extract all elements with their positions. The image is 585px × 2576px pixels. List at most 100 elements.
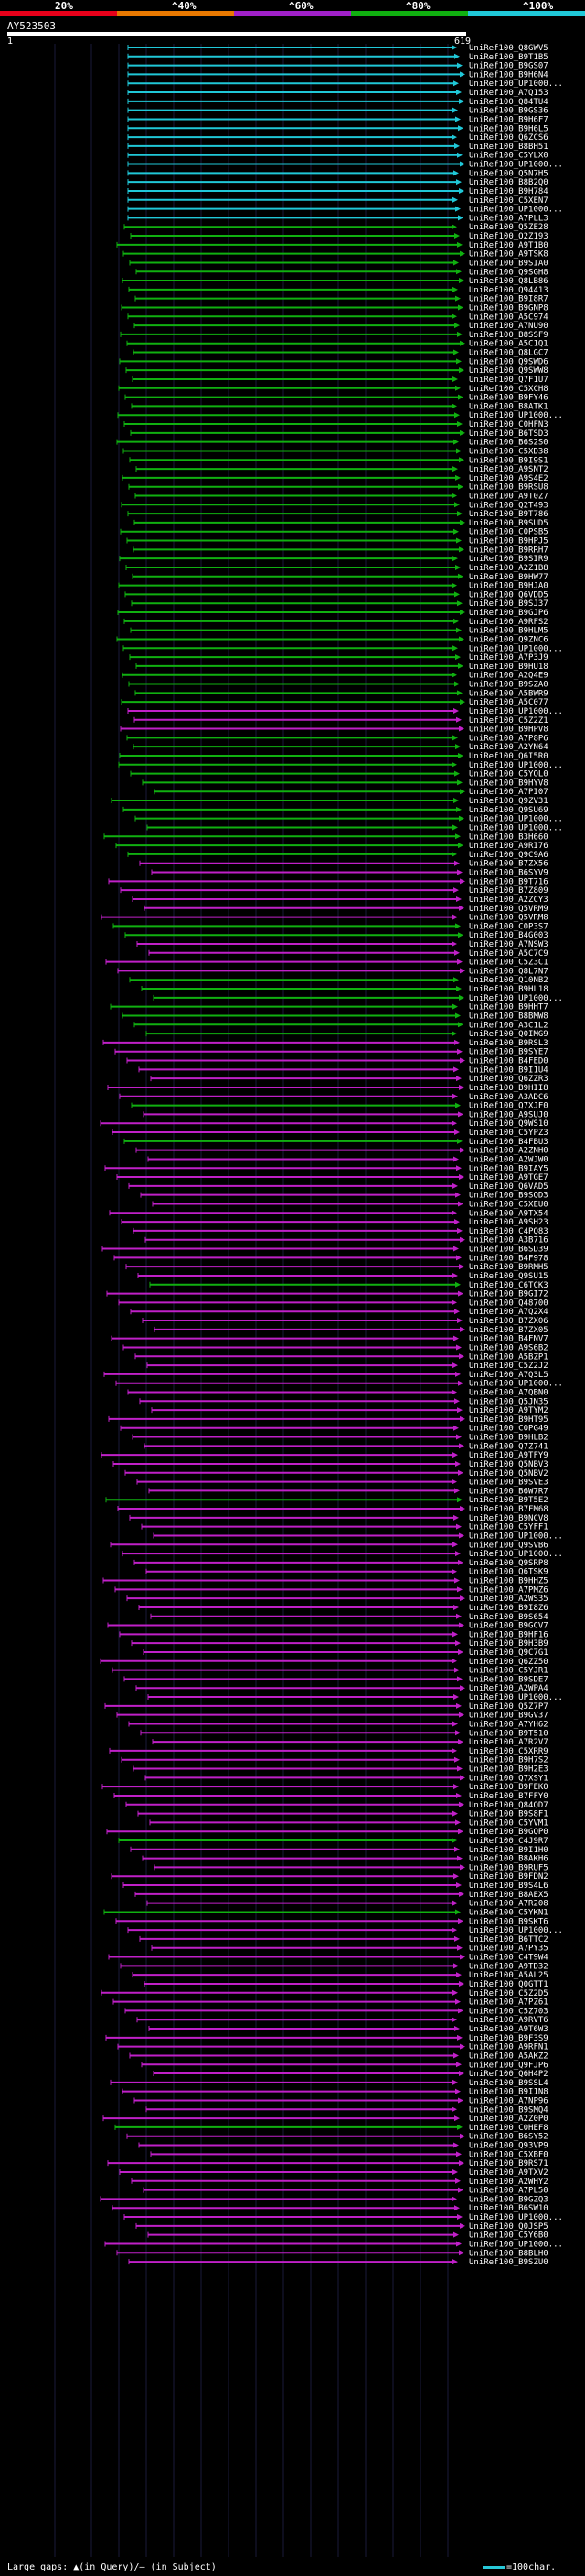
hit-arrow [452, 313, 457, 320]
hit-label: UniRef100_Q5Z7P7 [469, 1702, 548, 1712]
hit-label: UniRef100_B9H6L5 [469, 124, 548, 133]
legend-label: ^100% [523, 0, 554, 12]
hit-arrow [460, 1864, 465, 1871]
hit-label: UniRef100_B9SZU0 [469, 2258, 548, 2267]
hit-arrow [457, 1676, 463, 1682]
hit-arrow [452, 735, 458, 741]
hit-arrow [457, 1138, 463, 1144]
hit-arrow [457, 1586, 463, 1593]
hit-arrow [458, 1469, 463, 1476]
hit-arrow [452, 1568, 457, 1574]
scale-label: =100char. [506, 2562, 557, 2572]
hit-label: UniRef100_C4J9R7 [469, 1837, 548, 1846]
hit-label: UniRef100_A3C1L2 [469, 1021, 548, 1030]
hit-label: UniRef100_B4FED0 [469, 1057, 548, 1066]
hit-label: UniRef100_B8ATK1 [469, 402, 548, 411]
hit-arrow [452, 403, 457, 409]
hit-label: UniRef100_B9RS71 [469, 2159, 548, 2168]
hit-label: UniRef100_B9T510 [469, 1729, 548, 1738]
hit-label: UniRef100_B9I1H0 [469, 1846, 548, 1855]
hit-arrow [456, 1434, 462, 1440]
hit-label: UniRef100_B9HLM5 [469, 627, 548, 636]
hit-label: UniRef100_B9HJA0 [469, 582, 548, 591]
hit-label: UniRef100_B9H784 [469, 187, 548, 196]
scale-bar [483, 2565, 505, 2569]
hit-arrow [453, 80, 459, 87]
hit-arrow [458, 1739, 463, 1745]
hit-arrow [453, 1873, 459, 1880]
hit-label: UniRef100_B9HHT7 [469, 1003, 548, 1012]
hit-arrow [453, 349, 459, 355]
hit-label: UniRef100_C5XRR9 [469, 1747, 548, 1756]
hit-arrow [453, 1156, 459, 1162]
hit-arrow [459, 994, 464, 1001]
hit-arrow [452, 1479, 457, 1485]
hit-label: UniRef100_Q7XSY1 [469, 1774, 548, 1783]
hit-label: UniRef100_C4T9W4 [469, 1954, 548, 1963]
hit-label: UniRef100_Q7Z741 [469, 1442, 548, 1451]
hit-arrow [458, 1201, 463, 1207]
hit-arrow [459, 187, 464, 194]
legend-label: 20% [55, 0, 73, 12]
hit-arrow [455, 295, 461, 302]
hit-label: UniRef100_A5C7C9 [469, 949, 548, 959]
hit-label: UniRef100_Q8LB86 [469, 277, 548, 286]
hit-label: UniRef100_A9RVT6 [469, 2016, 548, 2025]
legend-label: ^80% [406, 0, 431, 12]
hit-arrow [454, 860, 460, 866]
hit-arrow [452, 556, 458, 562]
hit-label: UniRef100_C5Z2Z1 [469, 716, 548, 726]
query-end: 619 [454, 37, 472, 47]
hit-arrow [458, 483, 463, 490]
hit-label: UniRef100_C5Z703 [469, 2007, 548, 2016]
hit-label: UniRef100_B9HL18 [469, 985, 548, 994]
hit-arrow [454, 1846, 460, 1852]
hit-arrow [455, 2088, 461, 2094]
hit-arrow [460, 340, 465, 346]
hit-label: UniRef100_B4FNV7 [469, 1335, 548, 1344]
hit-arrow [452, 761, 457, 768]
hit-label: UniRef100_C5YVM1 [469, 1818, 548, 1828]
hit-label: UniRef100_Q5VRM8 [469, 914, 548, 923]
hit-label: UniRef100_B9SIR9 [469, 555, 548, 564]
hit-arrow [460, 1236, 465, 1243]
hit-label: UniRef100_Q6H4P2 [469, 2070, 548, 2079]
hit-arrow [452, 1210, 457, 1216]
hit-arrow [460, 71, 465, 78]
hit-arrow [459, 1980, 464, 1987]
hit-arrow [458, 1559, 463, 1565]
hit-arrow [458, 2097, 463, 2104]
hit-label: UniRef100_B6SY52 [469, 2133, 548, 2142]
hit-label: UniRef100_Q5ZE28 [469, 223, 548, 232]
hit-arrow [460, 878, 465, 885]
hit-arrow [452, 1721, 458, 1727]
query-name: AY523503 [7, 20, 56, 32]
hit-arrow [452, 1031, 457, 1037]
hit-label: UniRef100_B9I1U4 [469, 1065, 548, 1075]
hit-arrow [455, 1551, 461, 1557]
hit-arrow [455, 654, 461, 661]
hit-label: UniRef100_A2Q4E9 [469, 672, 548, 681]
hit-arrow [452, 851, 457, 857]
hit-label: UniRef100_B7ZX56 [469, 860, 548, 869]
hit-arrow [455, 923, 461, 929]
hit-arrow [458, 394, 463, 400]
hit-label: UniRef100_A9TGE7 [469, 1173, 548, 1182]
hit-arrow [454, 1488, 460, 1494]
hit-arrow [453, 2142, 459, 2148]
hit-label: UniRef100_A9T0Z7 [469, 493, 548, 502]
hit-arrow [458, 1829, 463, 1835]
hit-arrow [458, 125, 463, 132]
hit-label: UniRef100_B9FEK0 [469, 1783, 548, 1792]
hit-label: UniRef100_A7PZ61 [469, 1998, 548, 2008]
hit-label: UniRef100_B6SW10 [469, 2204, 548, 2213]
hit-arrow [456, 2151, 462, 2157]
hit-arrow [452, 1120, 457, 1127]
hit-arrow [455, 2178, 461, 2184]
hit-label: UniRef100_Q9SWD6 [469, 357, 548, 366]
hit-label: UniRef100_B9H6F7 [469, 115, 548, 124]
hit-label: UniRef100_B9H3B9 [469, 1639, 548, 1648]
hit-label: UniRef100_C5YFF1 [469, 1523, 548, 1532]
hit-label: UniRef100_B9T1B5 [469, 53, 548, 62]
hit-label: UniRef100_B9GQP0 [469, 1828, 548, 1837]
